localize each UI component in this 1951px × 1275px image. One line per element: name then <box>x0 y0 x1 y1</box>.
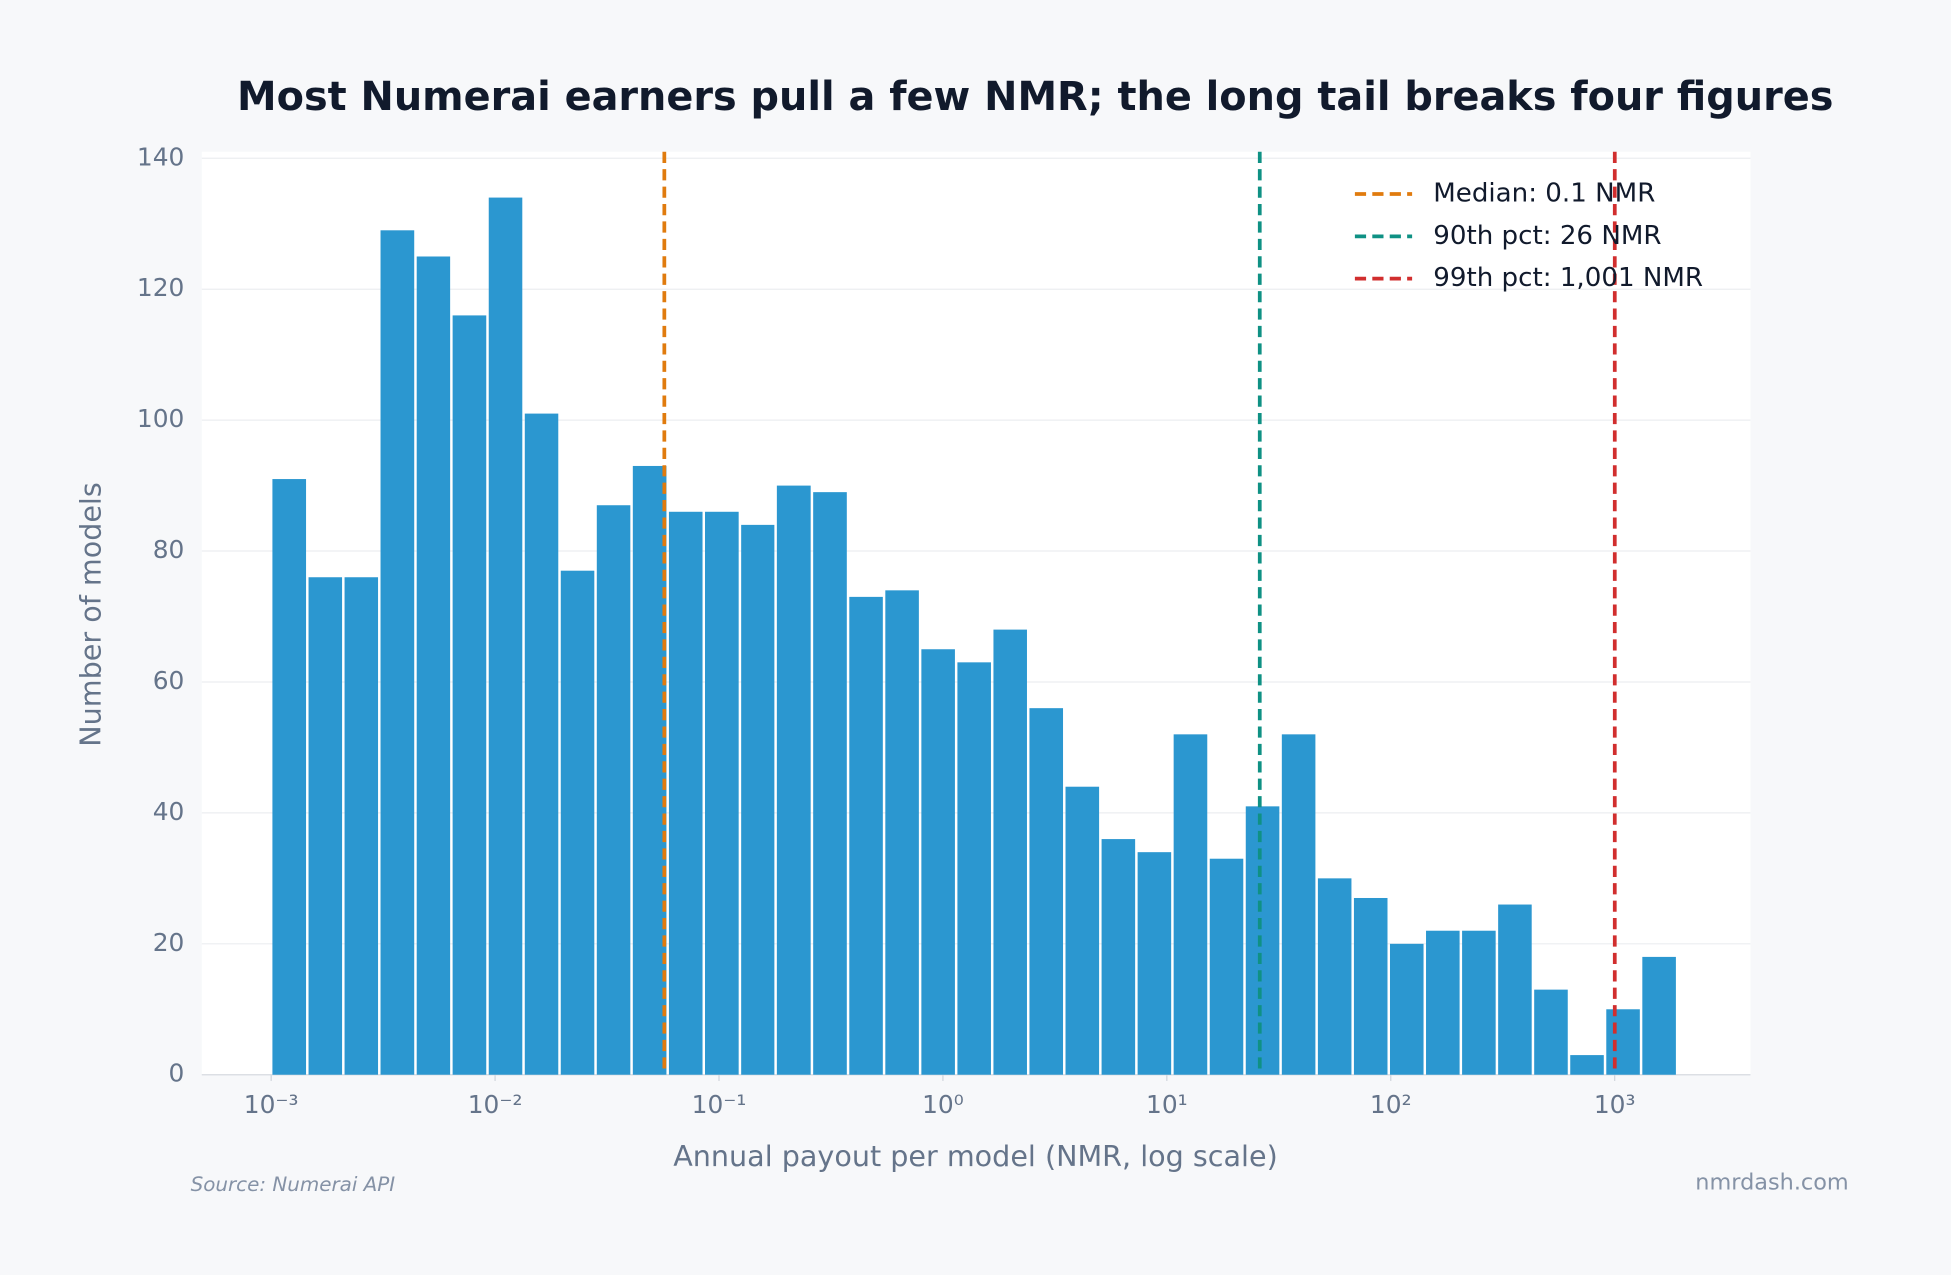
y-axis-label: Number of models <box>73 482 107 747</box>
x-tick-label: 10³ <box>1594 1090 1636 1119</box>
y-tick-label: 80 <box>153 535 185 564</box>
chart-title: Most Numerai earners pull a few NMR; the… <box>237 74 1833 120</box>
bar <box>308 577 343 1075</box>
bar <box>668 511 703 1075</box>
bar <box>813 492 847 1075</box>
bar <box>1173 734 1208 1075</box>
bar <box>993 629 1027 1075</box>
x-tick-label: 10⁻² <box>468 1090 523 1119</box>
bar <box>1426 930 1460 1075</box>
x-tick-label: 10⁻³ <box>244 1090 299 1119</box>
bar <box>1606 1009 1640 1075</box>
bar <box>1065 786 1100 1075</box>
bar <box>705 511 739 1075</box>
bar <box>1389 943 1424 1075</box>
bar <box>1570 1055 1604 1075</box>
legend-label: Median: 0.1 NMR <box>1433 179 1655 209</box>
bar <box>1029 708 1064 1075</box>
bar <box>1462 930 1496 1075</box>
y-tick-label: 40 <box>153 797 185 826</box>
bar <box>344 577 379 1075</box>
source-note: Source: Numerai API <box>191 1173 396 1196</box>
bar <box>524 413 559 1075</box>
y-tick-label: 100 <box>137 404 184 433</box>
bar <box>885 590 919 1075</box>
bar <box>921 649 955 1075</box>
x-tick-label: 10² <box>1370 1090 1412 1119</box>
bar <box>1101 839 1136 1075</box>
y-tick-label: 20 <box>153 928 185 957</box>
bar <box>1281 734 1316 1075</box>
legend-label: 99th pct: 1,001 NMR <box>1433 263 1703 293</box>
bar <box>488 197 523 1075</box>
bar <box>776 485 811 1075</box>
y-tick-label: 0 <box>169 1059 185 1088</box>
legend-label: 90th pct: 26 NMR <box>1433 221 1661 251</box>
bar <box>1245 806 1280 1075</box>
bar <box>632 465 667 1075</box>
bar <box>741 524 775 1075</box>
bar <box>596 505 631 1075</box>
bar <box>452 315 487 1075</box>
bar <box>1642 956 1676 1075</box>
bar <box>849 596 883 1075</box>
bar <box>957 662 991 1075</box>
y-tick-label: 60 <box>153 666 185 695</box>
bar <box>272 479 307 1075</box>
bar <box>1534 989 1568 1075</box>
x-axis-label: Annual payout per model (NMR, log scale) <box>673 1139 1277 1173</box>
bar <box>1353 897 1388 1075</box>
y-tick-label: 140 <box>137 142 184 171</box>
bar <box>1317 878 1352 1075</box>
bar <box>380 230 415 1075</box>
x-tick-label: 10⁰ <box>922 1090 964 1119</box>
y-tick-label: 120 <box>137 273 184 302</box>
bar <box>1498 904 1532 1075</box>
bar <box>1209 858 1244 1075</box>
x-tick-label: 10¹ <box>1146 1090 1188 1119</box>
bar <box>416 256 451 1075</box>
bar <box>560 570 595 1075</box>
x-tick-label: 10⁻¹ <box>692 1090 747 1119</box>
watermark: nmrdash.com <box>1695 1169 1848 1195</box>
bar <box>1137 852 1172 1075</box>
